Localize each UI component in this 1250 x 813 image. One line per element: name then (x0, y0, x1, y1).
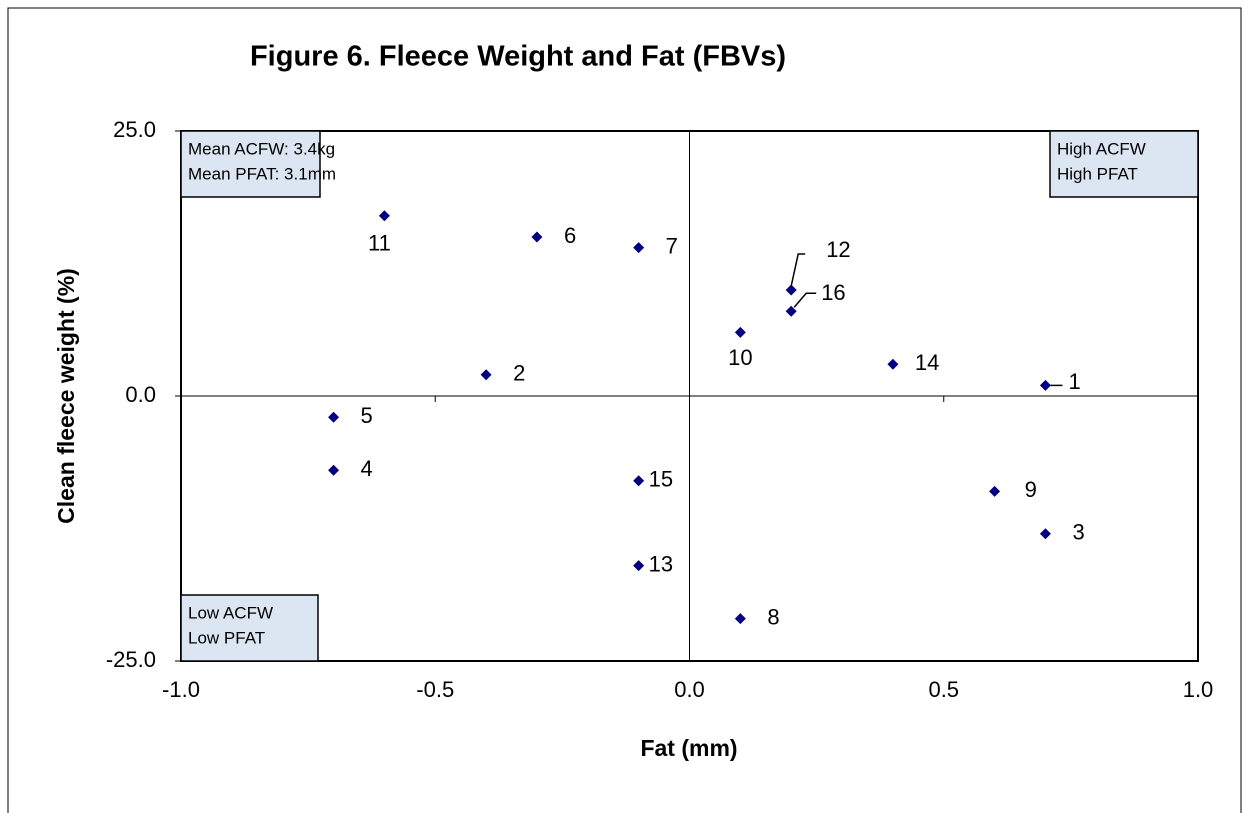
annotation-box (1049, 130, 1199, 198)
marker (785, 284, 797, 296)
point-label: 3 (1072, 520, 1084, 545)
chart-title: Figure 6. Fleece Weight and Fat (FBVs) (250, 41, 786, 73)
point-label: 8 (767, 604, 779, 629)
y-axis-label: Clean fleece weight (%) (53, 268, 79, 524)
point-label: 1 (1068, 369, 1080, 394)
x-tick-label: 0.0 (674, 677, 705, 702)
annotation-text: Mean PFAT: 3.1mm (188, 164, 336, 183)
annotation-text: Mean ACFW: 3.4kg (188, 139, 335, 158)
point-label: 11 (368, 231, 391, 256)
x-tick-label: 0.5 (928, 677, 959, 702)
annotation-text: High ACFW (1057, 139, 1146, 158)
point-label: 4 (361, 456, 373, 481)
point-label: 10 (728, 345, 752, 370)
marker (633, 560, 645, 572)
marker (378, 210, 390, 222)
marker (734, 326, 746, 338)
point-label: 7 (666, 233, 678, 258)
y-tick-label: 25.0 (113, 117, 156, 142)
point-label: 15 (649, 467, 673, 492)
point-label: 13 (649, 551, 673, 576)
marker (1039, 528, 1051, 540)
x-tick-label: -1.0 (162, 677, 200, 702)
annotation-box (180, 594, 319, 662)
annotation-text: High PFAT (1057, 164, 1138, 183)
point-label: 16 (821, 280, 845, 305)
marker (887, 358, 899, 370)
marker (989, 485, 1001, 497)
marker (633, 242, 645, 254)
x-tick-label: -0.5 (416, 677, 454, 702)
point-label: 12 (826, 237, 850, 262)
annotation-text: Low PFAT (188, 628, 265, 647)
leader-line (790, 253, 806, 287)
marker (734, 613, 746, 625)
point-label: 14 (915, 350, 939, 375)
annotation-text: Low ACFW (188, 603, 273, 622)
leader-line (793, 292, 817, 308)
x-axis-label: Fat (mm) (640, 735, 737, 761)
marker (480, 369, 492, 381)
y-tick-label: 0.0 (125, 382, 156, 407)
marker (531, 231, 543, 243)
x-tick-label: 1.0 (1183, 677, 1214, 702)
annotation-box (180, 130, 321, 198)
y-tick-label: -25.0 (106, 647, 156, 672)
marker (1039, 379, 1051, 391)
point-label: 9 (1025, 477, 1037, 502)
marker (328, 411, 340, 423)
point-label: 6 (564, 223, 576, 248)
marker (328, 464, 340, 476)
marker (633, 475, 645, 487)
point-label: 5 (361, 403, 373, 428)
marker (785, 305, 797, 317)
point-label: 2 (513, 361, 525, 386)
